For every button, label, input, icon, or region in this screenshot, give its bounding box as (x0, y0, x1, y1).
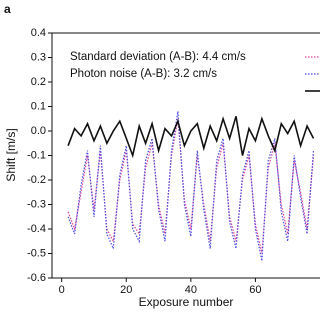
x-tick-label: 60 (249, 284, 261, 296)
annotation: Standard deviation (A-B): 4.4 cm/s (70, 51, 246, 63)
panel-label: a (4, 2, 11, 16)
y-tick-label: -0.4 (27, 223, 46, 235)
y-tick-label: -0.3 (27, 198, 46, 210)
y-tick-label: -0.2 (27, 174, 46, 186)
x-tick-label: 40 (185, 284, 197, 296)
x-tick-label: 20 (120, 284, 132, 296)
y-tick-label: -0.5 (27, 247, 46, 259)
y-tick-label: 0.1 (31, 100, 46, 112)
y-axis-label: Shift [m/s] (4, 128, 18, 181)
x-tick-label: 0 (59, 284, 65, 296)
y-tick-label: 0.2 (31, 76, 46, 88)
annotation: Photon noise (A-B): 3.2 cm/s (70, 68, 217, 80)
y-tick-label: -0.6 (27, 272, 46, 284)
y-tick-label: -0.1 (27, 149, 46, 161)
series-line (67, 116, 315, 159)
series-line (67, 111, 315, 262)
y-tick-label: 0.4 (31, 27, 46, 39)
y-tick-label: 0.0 (31, 125, 46, 137)
y-tick-label: 0.3 (31, 51, 46, 63)
x-axis-label: Exposure number (139, 295, 234, 309)
series-line (67, 118, 315, 254)
